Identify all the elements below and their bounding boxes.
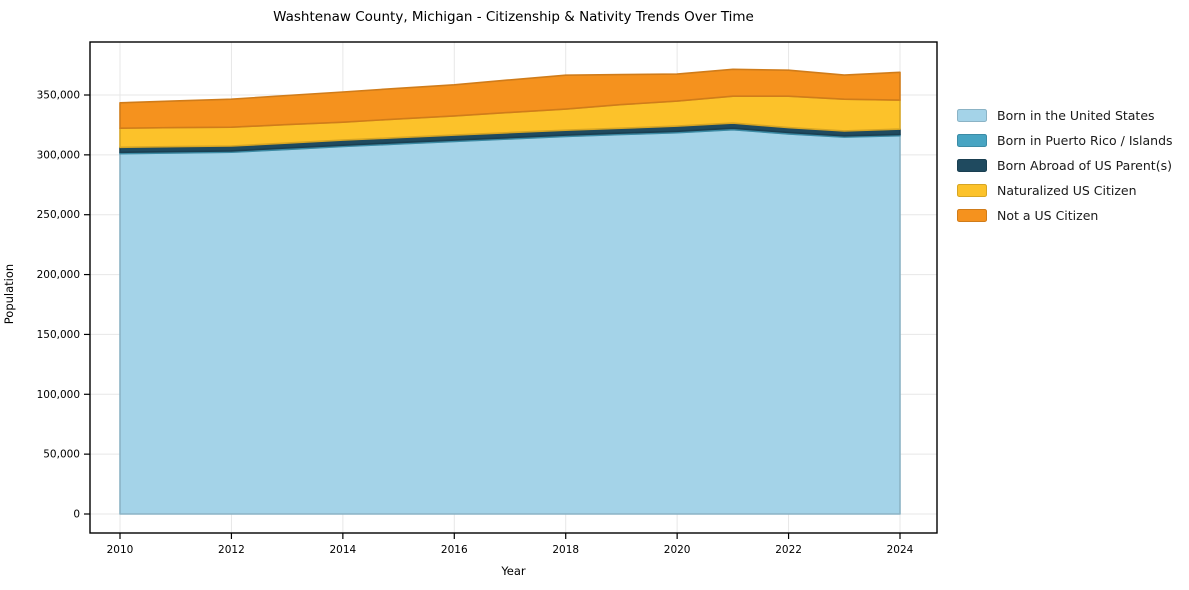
area-series: [119, 68, 901, 129]
y-tick-label: 250,000: [37, 209, 80, 221]
x-tick-label: 2016: [441, 544, 468, 556]
area-series: [119, 128, 901, 515]
y-tick-label: 150,000: [37, 329, 80, 341]
y-tick-label: 350,000: [37, 90, 80, 102]
x-tick-label: 2024: [887, 544, 914, 556]
y-tick-label: 50,000: [43, 449, 80, 461]
legend-swatch-icon: [957, 183, 987, 197]
y-tick-label: 0: [73, 509, 80, 521]
legend-item: Born Abroad of US Parent(s): [957, 157, 1173, 173]
legend-label: Born in the United States: [997, 107, 1155, 123]
legend-item: Born in Puerto Rico / Islands: [957, 132, 1173, 148]
legend-item: Not a US Citizen: [957, 207, 1173, 223]
legend-swatch-icon: [957, 158, 987, 172]
legend: Born in the United States Born in Puerto …: [957, 107, 1173, 223]
legend-item: Naturalized US Citizen: [957, 182, 1173, 198]
legend-item: Born in the United States: [957, 107, 1173, 123]
x-tick-label: 2010: [107, 544, 134, 556]
x-tick-label: 2014: [329, 544, 356, 556]
legend-label: Naturalized US Citizen: [997, 182, 1137, 198]
legend-label: Not a US Citizen: [997, 207, 1099, 223]
y-tick-label: 100,000: [37, 389, 80, 401]
y-tick-label: 300,000: [37, 149, 80, 161]
legend-label: Born in Puerto Rico / Islands: [997, 132, 1173, 148]
x-tick-label: 2020: [664, 544, 691, 556]
x-tick-label: 2022: [775, 544, 802, 556]
legend-label: Born Abroad of US Parent(s): [997, 157, 1172, 173]
legend-swatch-icon: [957, 133, 987, 147]
y-axis-label: Population: [2, 263, 16, 325]
legend-swatch-icon: [957, 208, 987, 222]
chart-title: Washtenaw County, Michigan - Citizenship…: [273, 9, 754, 25]
x-tick-label: 2018: [552, 544, 579, 556]
legend-swatch-icon: [957, 108, 987, 122]
plot-border: [89, 41, 938, 534]
x-axis-label: Year: [501, 564, 526, 578]
x-tick-label: 2012: [218, 544, 245, 556]
y-tick-label: 200,000: [37, 269, 80, 281]
